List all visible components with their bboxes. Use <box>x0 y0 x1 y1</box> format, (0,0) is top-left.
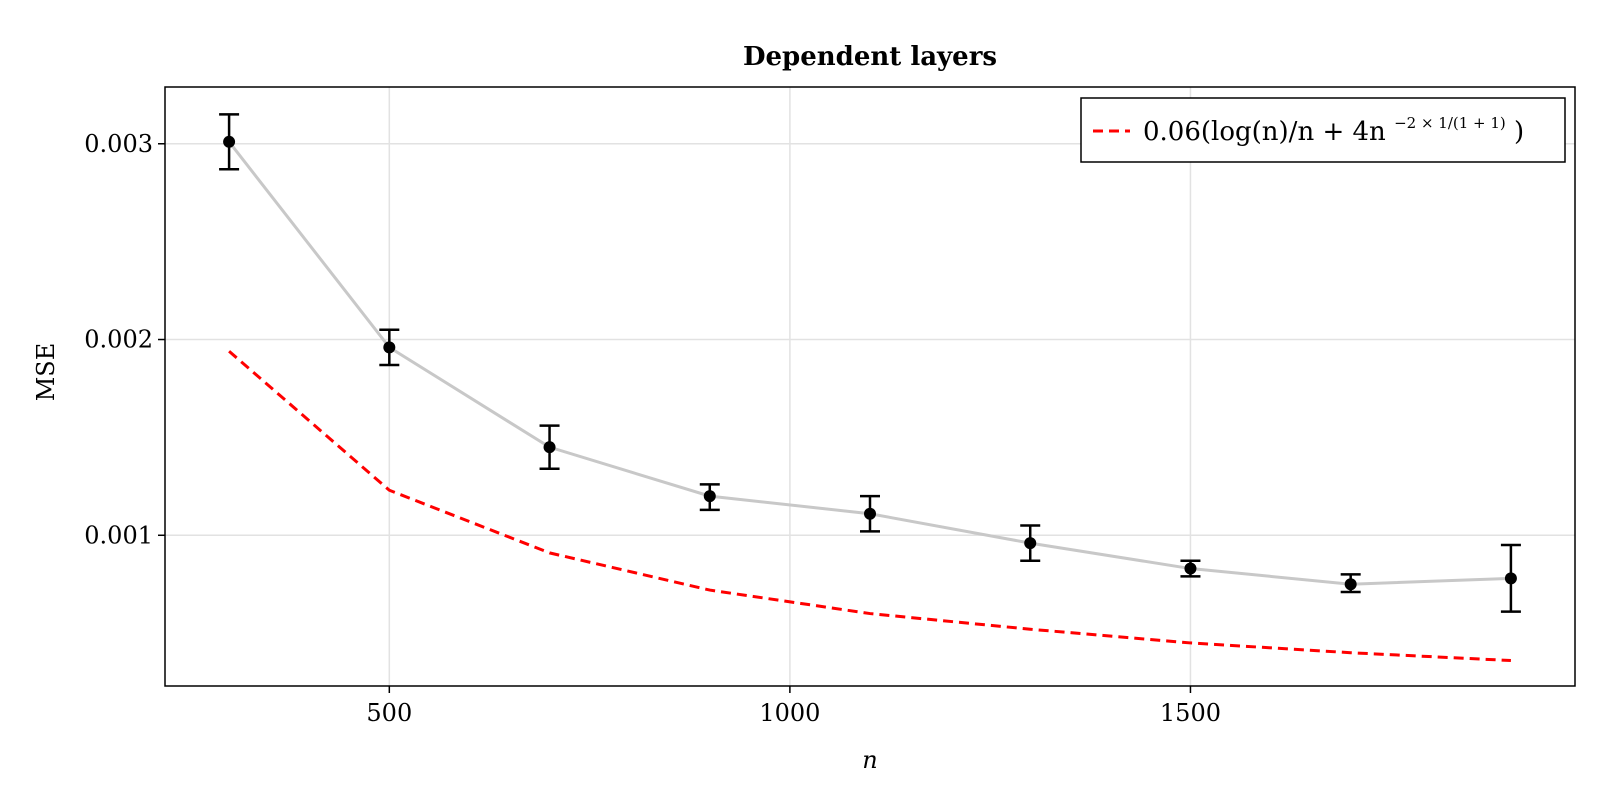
plot-frame <box>164 86 1576 687</box>
x-tick-label: 500 <box>366 699 412 727</box>
x-tick-label: 1000 <box>759 699 820 727</box>
legend-label-superscript: −2 × 1/(1 + 1) <box>1394 114 1506 132</box>
grid-lines <box>165 87 1575 686</box>
series-layer <box>219 113 1521 663</box>
legend: 0.06(log(n)/n + 4n −2 × 1/(1 + 1) ) <box>1080 97 1566 163</box>
axis-ticks: 500 1000 1500 0.001 0.002 0.003 <box>84 130 1221 727</box>
data-point <box>703 490 716 503</box>
data-point <box>1344 578 1357 591</box>
x-tick-label: 1500 <box>1160 699 1221 727</box>
y-axis-title: MSE <box>32 343 60 402</box>
legend-label: 0.06(log(n)/n + 4n −2 × 1/(1 + 1) ) <box>1143 105 1524 147</box>
data-point <box>383 341 396 354</box>
data-point <box>223 135 236 148</box>
data-point <box>1024 537 1037 550</box>
chart-title: Dependent layers <box>743 42 997 72</box>
series-reference-curve <box>228 350 1511 663</box>
legend-box <box>1080 97 1566 163</box>
data-point <box>543 441 556 454</box>
legend-label-tail: ) <box>1514 117 1524 147</box>
y-tick-label: 0.003 <box>84 130 153 158</box>
data-point <box>1184 562 1197 575</box>
legend-label-main: 0.06(log(n)/n + 4n <box>1143 117 1386 147</box>
x-axis-title: n <box>862 746 877 774</box>
data-point <box>1504 572 1517 585</box>
y-tick-label: 0.002 <box>84 326 153 354</box>
data-point <box>864 507 876 520</box>
y-tick-label: 0.001 <box>84 521 153 549</box>
